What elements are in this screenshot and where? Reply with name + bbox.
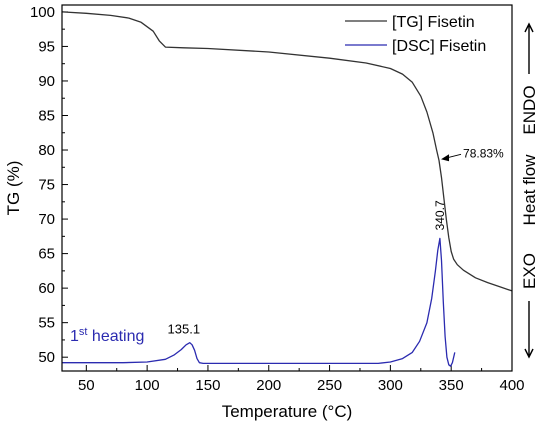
annotation-dsc-peak: 340.7 (433, 200, 447, 230)
exo-arrow-icon (524, 301, 534, 359)
x-tick-label: 50 (78, 377, 95, 394)
y-tick-label: 95 (38, 38, 55, 55)
annotation-tg-value: 78.83% (463, 146, 504, 160)
y-tick-label: 60 (38, 280, 55, 297)
x-axis-label: Temperature (°C) (222, 402, 353, 421)
legend: [TG] Fisetin [DSC] Fisetin (345, 14, 486, 55)
heating-note: 1st heating (70, 326, 144, 345)
annotation-dsc-peak-low: 135.1 (168, 322, 201, 337)
plot-frame (61, 4, 513, 372)
heat-flow-label: Heat flow (520, 154, 539, 226)
heat-flow-axis: Heat flow ENDO EXO (520, 22, 539, 359)
y-tick-label: 90 (38, 73, 55, 90)
tg-series-line (61, 11, 513, 292)
endo-arrow-icon (524, 22, 534, 74)
annotations: 78.83% 340.7 135.1 1st heating (70, 146, 504, 345)
y-tick-label: 75 (38, 177, 55, 194)
y-tick-label: 100 (30, 4, 55, 21)
endo-label: ENDO (520, 85, 539, 134)
y-axis-label: TG (%) (4, 161, 23, 216)
legend-label: [TG] Fisetin (392, 14, 475, 31)
exo-label: EXO (520, 253, 539, 289)
annotation-arrowhead (441, 154, 450, 162)
y-tick-label: 65 (38, 246, 55, 263)
x-tick-label: 250 (317, 377, 342, 394)
dsc-series-line (62, 237, 456, 367)
x-tick-label: 300 (378, 377, 403, 394)
x-tick-label: 350 (439, 377, 464, 394)
x-tick-label: 100 (135, 377, 160, 394)
y-tick-label: 55 (38, 315, 55, 332)
y-tick-label: 70 (38, 211, 55, 228)
series-layer (61, 11, 513, 367)
x-tick-label: 150 (195, 377, 220, 394)
y-tick-label: 80 (38, 142, 55, 159)
legend-label: [DSC] Fisetin (392, 38, 486, 55)
x-tick-label: 200 (256, 377, 281, 394)
y-tick-label: 50 (38, 349, 55, 366)
axis-ticks: 50 100 150 200 250 300 350 400 50 55 60 65 70 75 80 85 9… (30, 4, 525, 394)
x-tick-label: 400 (499, 377, 524, 394)
y-tick-label: 85 (38, 107, 55, 124)
